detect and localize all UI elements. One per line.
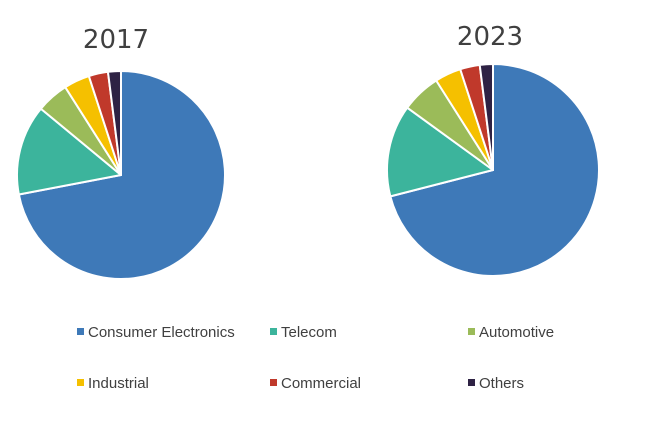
pie-title-2023: 2023 xyxy=(457,22,523,52)
pie-slice-2023-consumer-electronics[interactable] xyxy=(389,63,600,277)
pie-chart-2023: 2023 xyxy=(386,22,600,277)
pie-slice-2023-telecom[interactable] xyxy=(386,106,494,198)
legend-swatch-industrial xyxy=(77,379,84,386)
pie-slice-2023-others[interactable] xyxy=(478,63,494,171)
legend-item-consumer-electronics[interactable]: Consumer Electronics xyxy=(77,324,235,341)
pie-2023-slices xyxy=(386,63,600,277)
pie-title-2017: 2017 xyxy=(83,25,149,55)
legend-swatch-consumer-electronics xyxy=(77,328,84,335)
pie-slice-2017-others[interactable] xyxy=(106,70,122,176)
legend-label-consumer-electronics: Consumer Electronics xyxy=(88,324,235,341)
legend-swatch-others xyxy=(468,379,475,386)
legend: Consumer Electronics Telecom Automotive … xyxy=(77,324,554,392)
legend-swatch-commercial xyxy=(270,379,277,386)
pie-2017-slices xyxy=(16,70,226,280)
legend-item-automotive[interactable]: Automotive xyxy=(468,324,554,341)
legend-item-others[interactable]: Others xyxy=(468,375,524,392)
pie-chart-2017: 2017 xyxy=(16,25,226,280)
legend-item-telecom[interactable]: Telecom xyxy=(270,324,337,341)
legend-item-industrial[interactable]: Industrial xyxy=(77,375,149,392)
legend-swatch-telecom xyxy=(270,328,277,335)
legend-label-industrial: Industrial xyxy=(88,375,149,392)
legend-label-telecom: Telecom xyxy=(281,324,337,341)
legend-label-automotive: Automotive xyxy=(479,324,554,341)
legend-item-commercial[interactable]: Commercial xyxy=(270,375,361,392)
pie-slice-2017-telecom[interactable] xyxy=(16,107,122,196)
legend-label-commercial: Commercial xyxy=(281,375,361,392)
legend-label-others: Others xyxy=(479,375,524,392)
legend-swatch-automotive xyxy=(468,328,475,335)
